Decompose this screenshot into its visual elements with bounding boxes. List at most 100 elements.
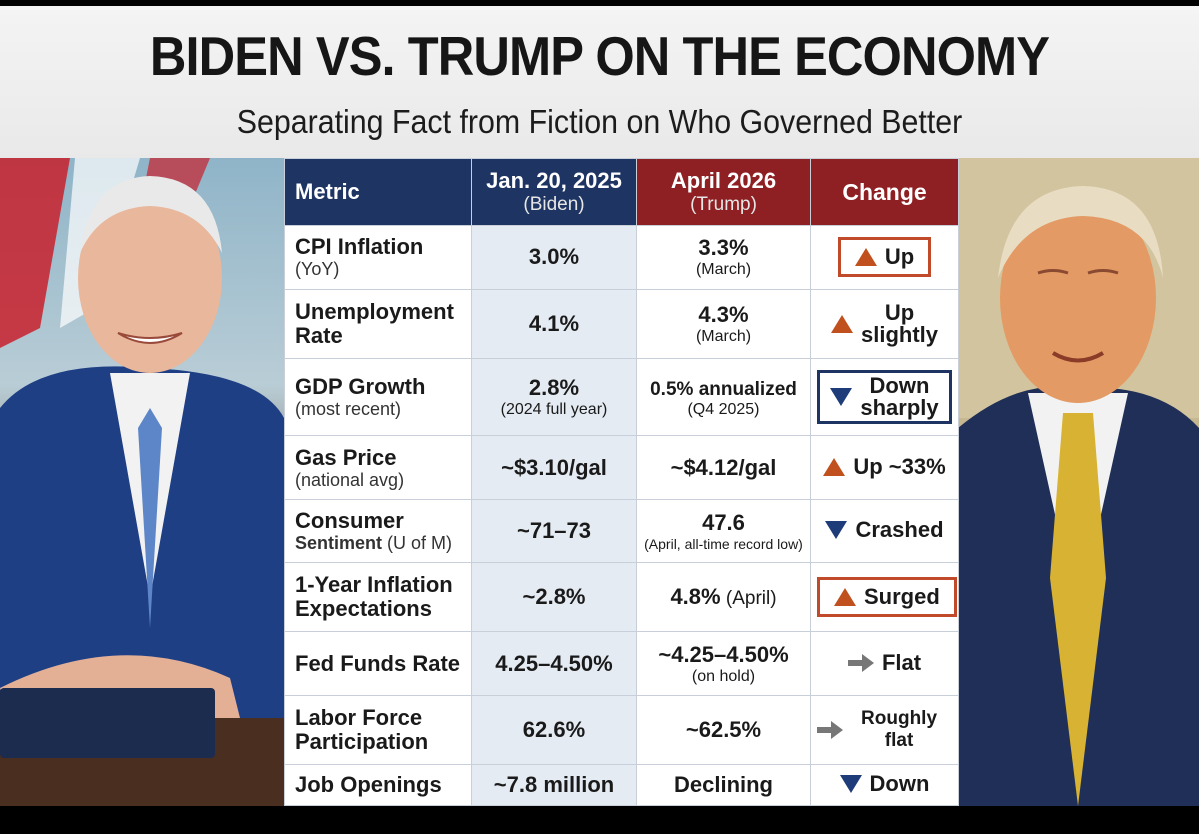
change-label: Flat bbox=[881, 649, 922, 675]
trump-portrait-illustration bbox=[958, 158, 1199, 806]
change-label: Up slightly bbox=[860, 301, 938, 347]
trump-note: (Q4 2025) bbox=[687, 400, 760, 418]
page-title: BIDEN VS. TRUMP ON THE ECONOMY bbox=[149, 25, 1050, 87]
economy-table: Metric Jan. 20, 2025 (Biden) April 2026 … bbox=[284, 158, 959, 806]
trump-value: 0.5% annualized bbox=[650, 378, 797, 400]
change-badge: Up ~33% bbox=[823, 453, 946, 480]
trump-value: 4.8% bbox=[670, 584, 721, 610]
change-label-line2: sharply bbox=[860, 394, 939, 420]
table-row: GDP Growth (most recent) 2.8% (2024 full… bbox=[284, 357, 959, 437]
up-arrow-icon bbox=[854, 248, 877, 267]
change-cell: Flat bbox=[810, 631, 959, 696]
change-label: Surged bbox=[864, 584, 940, 610]
change-cell: Roughly flat bbox=[810, 694, 959, 766]
trump-note: (on hold) bbox=[691, 667, 756, 685]
table-row: Job Openings ~7.8 million Declining Down bbox=[284, 764, 959, 806]
metric-cell: CPI Inflation (YoY) bbox=[284, 225, 472, 290]
trump-value: ~4.25–4.50% bbox=[658, 641, 789, 667]
change-cell: Down bbox=[810, 764, 959, 806]
table-row: 1-Year Inflation Expectations ~2.8% 4.8%… bbox=[284, 562, 959, 633]
change-badge: Roughly flat bbox=[817, 708, 952, 752]
change-badge: Up bbox=[837, 237, 932, 278]
change-cell: Up slightly bbox=[810, 288, 959, 359]
bottom-bar bbox=[0, 806, 1199, 834]
change-badge: Crashed bbox=[825, 517, 944, 543]
change-label: Down bbox=[869, 771, 930, 797]
metric-label: CPI Inflation bbox=[295, 234, 424, 260]
trump-cell: ~4.25–4.50% (on hold) bbox=[636, 631, 811, 696]
table-row: Consumer Sentiment (U of M) ~71–73 47.6 … bbox=[284, 498, 959, 564]
trump-cell: 3.3% (March) bbox=[636, 225, 811, 290]
trump-value: 3.3% bbox=[698, 235, 749, 261]
trump-note: (March) bbox=[695, 327, 752, 345]
comparison-table: Metric Jan. 20, 2025 (Biden) April 2026 … bbox=[284, 158, 959, 806]
change-badge: Down sharply bbox=[817, 369, 952, 424]
column-header-change: Change bbox=[810, 158, 959, 226]
change-label-line2: slightly bbox=[860, 321, 938, 347]
metric-label: Gas Price bbox=[295, 444, 397, 470]
biden-photo bbox=[0, 158, 284, 806]
change-label: Crashed bbox=[855, 517, 944, 542]
column-header-metric: Metric bbox=[284, 158, 472, 226]
metric-label-line2: Participation bbox=[295, 728, 429, 754]
page-subtitle: Separating Fact from Fiction on Who Gove… bbox=[236, 103, 963, 140]
biden-cell: 2.8% (2024 full year) bbox=[471, 357, 637, 437]
change-label: Up ~33% bbox=[853, 453, 946, 479]
metric-cell: 1-Year Inflation Expectations bbox=[284, 562, 472, 633]
biden-value: ~71–73 bbox=[471, 498, 637, 564]
metric-cell: GDP Growth (most recent) bbox=[284, 357, 472, 437]
down-arrow-icon bbox=[830, 387, 853, 406]
trump-value: Declining bbox=[636, 764, 811, 806]
biden-value: ~7.8 million bbox=[471, 764, 637, 806]
title-banner: BIDEN VS. TRUMP ON THE ECONOMY Separatin… bbox=[0, 6, 1199, 158]
biden-value: 2.8% bbox=[528, 374, 580, 400]
change-label-line1: Down bbox=[869, 372, 930, 398]
up-arrow-icon bbox=[834, 588, 856, 607]
table-row: Gas Price (national avg) ~$3.10/gal ~$4.… bbox=[284, 435, 959, 500]
down-arrow-icon bbox=[825, 521, 848, 539]
metric-sublabel-rest: (U of M) bbox=[382, 533, 453, 553]
right-arrow-icon bbox=[847, 653, 874, 672]
metric-cell: Labor Force Participation bbox=[284, 694, 472, 766]
metric-sublabel: Sentiment (U of M) bbox=[295, 533, 465, 553]
change-label: Roughly flat bbox=[861, 707, 938, 751]
metric-cell: Job Openings bbox=[284, 764, 472, 806]
trump-label: (Trump) bbox=[690, 194, 757, 215]
trump-cell: 47.6 (April, all-time record low) bbox=[636, 498, 811, 564]
trump-value: 47.6 bbox=[702, 510, 745, 535]
metric-cell: Fed Funds Rate bbox=[284, 631, 472, 696]
change-badge: Flat bbox=[847, 649, 922, 676]
metric-cell: Consumer Sentiment (U of M) bbox=[284, 498, 472, 564]
trump-note: (March) bbox=[695, 261, 752, 279]
down-arrow-icon bbox=[839, 775, 862, 794]
up-arrow-icon bbox=[823, 457, 846, 476]
change-label: Down sharply bbox=[860, 372, 939, 420]
metric-label: 1-Year Inflation bbox=[295, 572, 453, 598]
trump-note: (April, all-time record low) bbox=[644, 536, 803, 552]
trump-value: ~62.5% bbox=[636, 694, 811, 766]
metric-label: Job Openings bbox=[295, 772, 442, 798]
change-badge: Down bbox=[839, 771, 930, 797]
trump-date: April 2026 bbox=[670, 168, 777, 193]
column-header-biden: Jan. 20, 2025 (Biden) bbox=[471, 158, 637, 226]
metric-label-line2: Expectations bbox=[295, 596, 432, 622]
table-row: Fed Funds Rate 4.25–4.50% ~4.25–4.50% (o… bbox=[284, 631, 959, 696]
metric-label-line2: Rate bbox=[295, 322, 343, 348]
biden-label: (Biden) bbox=[523, 194, 585, 215]
trump-value: ~$4.12/gal bbox=[636, 435, 811, 500]
metric-sublabel-bold: Sentiment bbox=[295, 533, 383, 553]
table-row: CPI Inflation (YoY) 3.0% 3.3% (March) Up bbox=[284, 225, 959, 290]
column-header-trump: April 2026 (Trump) bbox=[636, 158, 811, 226]
biden-portrait-illustration bbox=[0, 158, 284, 806]
metric-sublabel: (most recent) bbox=[295, 398, 402, 419]
change-cell: Up ~33% bbox=[810, 435, 959, 500]
table-row: Unemployment Rate 4.1% 4.3% (March) Up bbox=[284, 288, 959, 359]
metric-sublabel: (YoY) bbox=[295, 259, 340, 280]
metric-label: Unemployment bbox=[295, 298, 454, 324]
biden-value: ~$3.10/gal bbox=[471, 435, 637, 500]
trump-value: 4.3% bbox=[698, 301, 749, 327]
change-cell: Crashed bbox=[810, 498, 959, 564]
change-cell: Up bbox=[810, 225, 959, 290]
metric-cell: Unemployment Rate bbox=[284, 288, 472, 359]
biden-value: 62.6% bbox=[471, 694, 637, 766]
